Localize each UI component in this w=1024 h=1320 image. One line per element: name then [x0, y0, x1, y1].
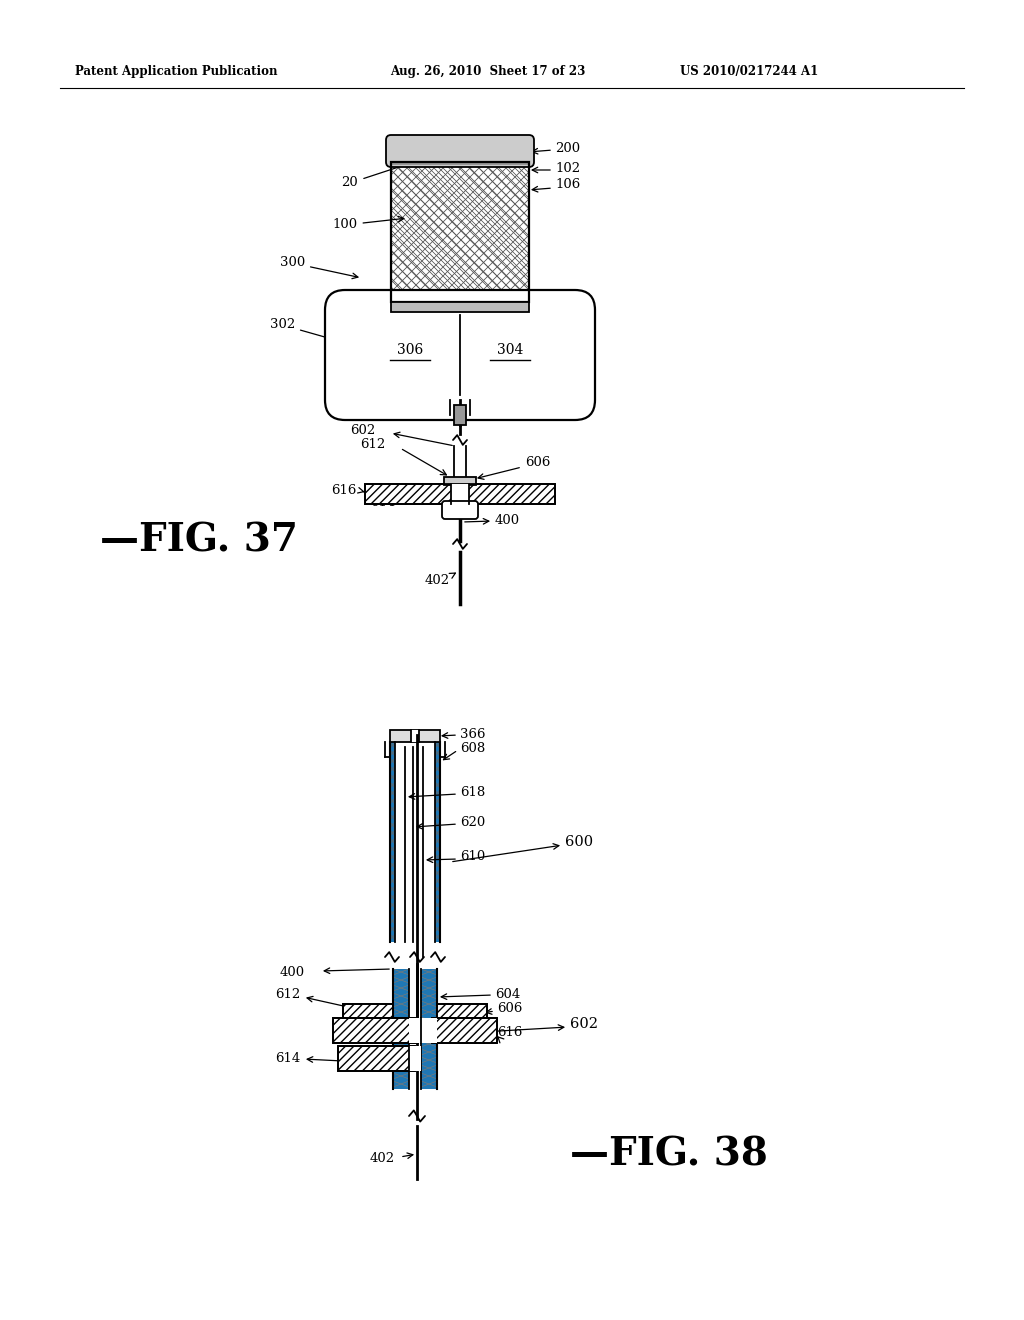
- Bar: [437, 1005, 487, 1018]
- Text: —FIG. 37: —FIG. 37: [100, 521, 298, 558]
- Bar: [454, 405, 466, 425]
- Text: 600: 600: [565, 836, 593, 849]
- Bar: [391, 302, 529, 312]
- Text: —FIG. 38: —FIG. 38: [570, 1135, 768, 1173]
- Text: 304: 304: [497, 343, 523, 356]
- Text: 402: 402: [425, 573, 450, 586]
- Text: 102: 102: [555, 161, 581, 174]
- Bar: [333, 1018, 415, 1043]
- Text: 302: 302: [269, 318, 349, 345]
- Text: 612: 612: [274, 987, 300, 1001]
- Bar: [390, 742, 395, 942]
- Text: 610: 610: [460, 850, 485, 863]
- FancyBboxPatch shape: [442, 502, 478, 519]
- Bar: [411, 730, 419, 742]
- Text: 366: 366: [460, 727, 485, 741]
- Text: 614: 614: [274, 1052, 300, 1064]
- Text: Patent Application Publication: Patent Application Publication: [75, 66, 278, 78]
- Text: 402: 402: [370, 1152, 395, 1166]
- Text: 20: 20: [342, 161, 416, 190]
- Bar: [432, 1018, 497, 1043]
- Bar: [450, 400, 470, 414]
- Text: 608: 608: [460, 742, 485, 755]
- Text: Aug. 26, 2010  Sheet 17 of 23: Aug. 26, 2010 Sheet 17 of 23: [390, 66, 586, 78]
- Bar: [338, 1045, 415, 1071]
- Text: 300: 300: [280, 256, 358, 279]
- Bar: [409, 1045, 421, 1071]
- Bar: [444, 477, 476, 484]
- Bar: [390, 730, 440, 742]
- Bar: [435, 742, 440, 942]
- Bar: [393, 969, 409, 1089]
- Bar: [338, 1045, 415, 1071]
- Bar: [391, 162, 529, 165]
- Text: 608: 608: [354, 371, 380, 384]
- Text: 614: 614: [370, 495, 395, 508]
- Bar: [391, 162, 529, 302]
- Text: 604: 604: [495, 987, 520, 1001]
- Text: 400: 400: [495, 513, 520, 527]
- Bar: [343, 1005, 393, 1018]
- Bar: [421, 1018, 437, 1043]
- Text: 604: 604: [520, 393, 545, 407]
- Bar: [454, 446, 466, 477]
- Bar: [333, 1018, 415, 1043]
- Bar: [343, 1005, 393, 1018]
- Text: 200: 200: [555, 141, 581, 154]
- Text: 602: 602: [350, 424, 375, 437]
- Bar: [432, 1018, 497, 1043]
- Bar: [451, 484, 469, 504]
- Text: US 2010/0217244 A1: US 2010/0217244 A1: [680, 66, 818, 78]
- Bar: [391, 162, 529, 302]
- Text: 612: 612: [359, 438, 385, 451]
- FancyBboxPatch shape: [325, 290, 595, 420]
- Text: 618: 618: [460, 785, 485, 799]
- Bar: [421, 969, 437, 1089]
- Bar: [437, 1005, 487, 1018]
- Text: 606: 606: [497, 1002, 522, 1015]
- Bar: [409, 1018, 421, 1043]
- Text: 620: 620: [460, 816, 485, 829]
- Text: 306: 306: [397, 343, 423, 356]
- Text: 616: 616: [332, 483, 357, 496]
- Bar: [365, 484, 555, 504]
- Text: 106: 106: [555, 178, 581, 191]
- Text: 400: 400: [280, 965, 305, 978]
- Text: 606: 606: [525, 455, 550, 469]
- FancyBboxPatch shape: [386, 135, 534, 168]
- Text: 616: 616: [497, 1027, 522, 1040]
- Bar: [365, 484, 555, 504]
- Text: 100: 100: [333, 216, 403, 231]
- Bar: [391, 162, 529, 302]
- Text: 602: 602: [570, 1016, 598, 1031]
- Text: 600: 600: [565, 374, 590, 387]
